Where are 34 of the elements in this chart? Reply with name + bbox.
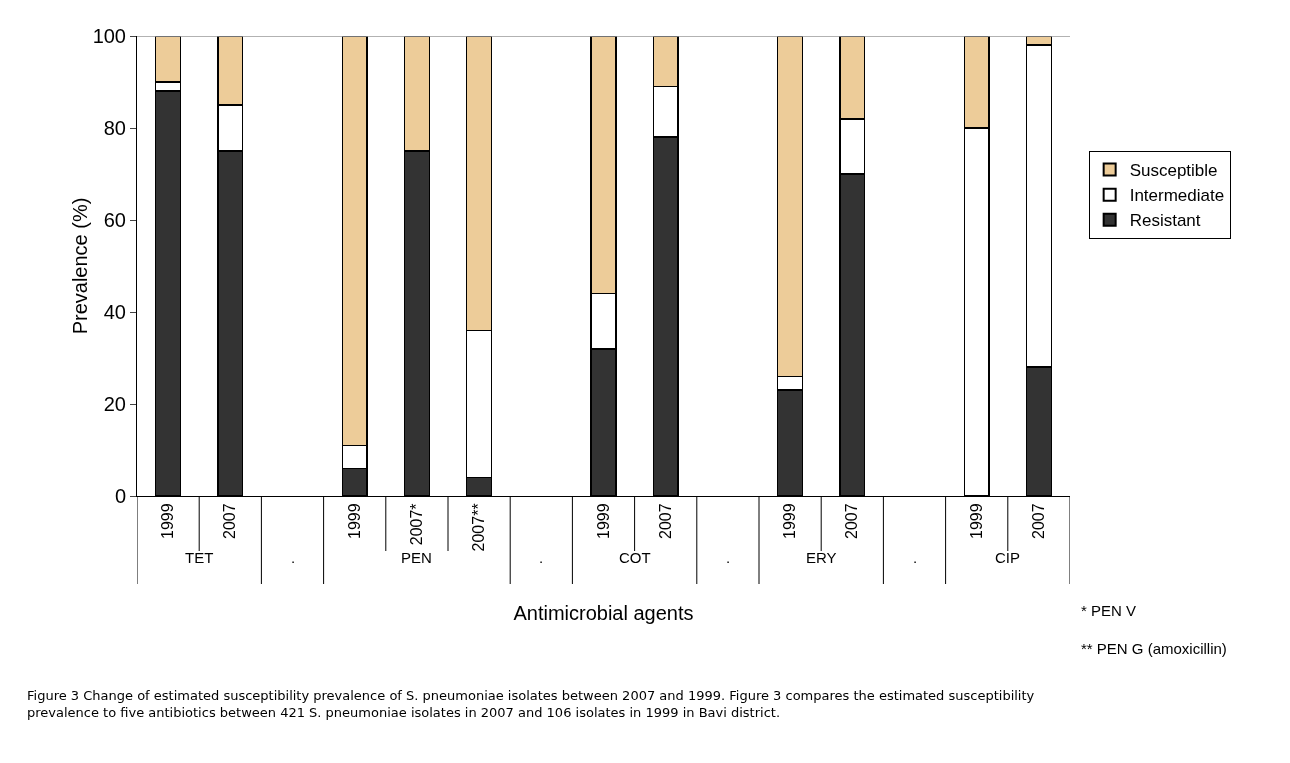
x-tick-label: 2007 xyxy=(843,503,861,539)
text: ** PEN G (amoxicillin) xyxy=(1081,640,1227,657)
text: . xyxy=(913,549,918,566)
y-tick-label: 60 xyxy=(103,209,126,231)
x-tick-label: 2007 xyxy=(1030,503,1048,539)
text: . xyxy=(291,549,296,566)
x-tick-label: 1999 xyxy=(594,503,612,539)
legend-label: Resistant xyxy=(1129,211,1201,231)
text: * PEN V xyxy=(1081,602,1137,619)
legend-label: Intermediate xyxy=(1129,186,1225,206)
y-tick-label: 80 xyxy=(103,117,126,139)
legend-label: Susceptible xyxy=(1129,161,1218,181)
x-tick-label: 2007* xyxy=(408,503,426,546)
x-tick-label: 1999 xyxy=(781,503,799,539)
x-tick-label: 1999 xyxy=(967,503,985,539)
x-tick-label: 2007 xyxy=(656,503,674,539)
y-tick-label: 40 xyxy=(103,301,126,323)
x-tick-label: 2007** xyxy=(470,503,488,552)
text: ERY xyxy=(806,549,837,566)
text: PEN xyxy=(401,549,432,566)
y-tick-label: 0 xyxy=(114,485,126,507)
x-tick-label: 1999 xyxy=(345,503,363,539)
text: . xyxy=(726,549,731,566)
text: COT xyxy=(619,549,651,566)
text: . xyxy=(539,549,544,566)
x-axis-title: Antimicrobial agents xyxy=(513,601,694,624)
y-tick-label: 100 xyxy=(92,25,126,47)
text: CIP xyxy=(995,549,1021,566)
y-axis-title: Prevalence (%) xyxy=(69,197,91,335)
caption: Figure 3 Change of estimated susceptibility prevalence of S. pneumoniae isolates between 2007 and 1999. Figure 3 compares the estimated susceptibility prevalence to five antibiotics between 421 S. pneumoniae isolates in 2007 and 106 isolates in 1999 in Bavi district. xyxy=(27,688,1035,720)
text: TET xyxy=(185,549,214,566)
x-tick-label: 2007 xyxy=(221,503,239,539)
x-tick-label: 1999 xyxy=(159,503,177,539)
y-tick-label: 20 xyxy=(103,393,126,415)
